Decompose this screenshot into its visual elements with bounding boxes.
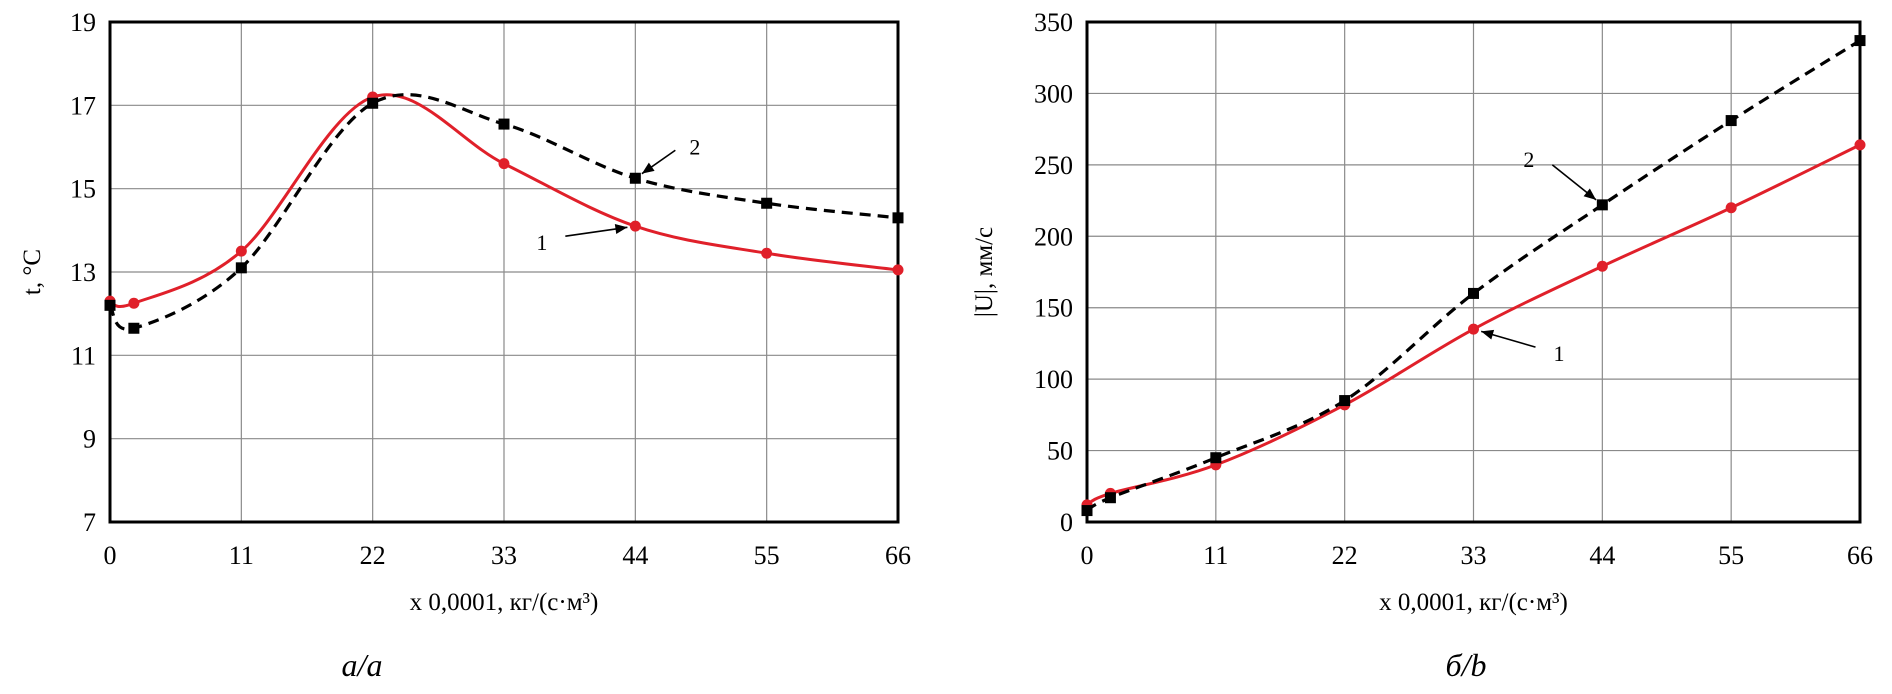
series-2-line — [108, 93, 899, 331]
series-1-point — [1468, 323, 1479, 335]
x-tick-label: 11 — [1203, 541, 1228, 570]
y-tick-label: 150 — [1034, 294, 1073, 323]
x-tick-label: 22 — [360, 541, 386, 570]
plot-frame — [1085, 20, 1862, 524]
x-tick-label: 44 — [622, 541, 648, 570]
y-tick-label: 13 — [70, 258, 96, 287]
annotation-label: 2 — [1523, 147, 1534, 172]
chart-2: 0 11 22 33 44 55 66 0 50 100 150 200 250 300 350 x 0,00… — [971, 8, 1873, 683]
series-1-point — [1854, 139, 1866, 151]
x-tick-label: 55 — [754, 541, 780, 570]
y-tick-label: 100 — [1034, 365, 1073, 394]
series-2-point — [1725, 115, 1737, 127]
y-tick-label: 250 — [1034, 151, 1073, 180]
x-tick-label: 33 — [491, 541, 517, 570]
series-2-point — [629, 172, 641, 184]
annotation-arrowhead — [614, 224, 628, 234]
x-tick-label: 0 — [1081, 541, 1094, 570]
y-tick-label: 11 — [71, 341, 96, 370]
x-tick-label: 66 — [1847, 541, 1873, 570]
x-tick-label: 66 — [885, 541, 911, 570]
x-axis-label: x 0,0001, кг/(с·м³) — [1379, 589, 1568, 616]
series-1-line — [1086, 143, 1861, 507]
series-2-point — [104, 299, 116, 311]
x-tick-label: 55 — [1718, 541, 1744, 570]
y-tick-label: 200 — [1034, 222, 1073, 251]
series-2-point — [1596, 199, 1608, 211]
y-tick-label: 350 — [1034, 8, 1073, 37]
series-1-point — [235, 245, 247, 257]
series-1-point — [629, 220, 641, 232]
y-tick-label: 19 — [70, 8, 96, 37]
annotation-label: 2 — [689, 134, 700, 159]
series-2-point — [1081, 505, 1093, 517]
series-2-point — [1339, 395, 1351, 407]
series-2-point — [1104, 492, 1116, 504]
series-1-point — [128, 297, 140, 309]
x-tick-label: 33 — [1461, 541, 1487, 570]
series-1-point — [1596, 260, 1608, 272]
x-axis-label: x 0,0001, кг/(с·м³) — [410, 589, 599, 616]
series-2-point — [367, 97, 379, 109]
series-2-point — [761, 197, 773, 209]
series-2-point — [892, 212, 904, 224]
x-tick-label: 22 — [1332, 541, 1358, 570]
x-tick-label: 0 — [104, 541, 117, 570]
series-1-point — [1725, 202, 1737, 214]
x-tick-label: 11 — [229, 541, 254, 570]
y-tick-label: 17 — [70, 91, 96, 120]
chart-1: 0 11 22 33 44 55 66 7 9 11 13 15 17 19 x 0,0001, кг/(с… — [19, 8, 911, 683]
x-tick-label: 44 — [1589, 541, 1615, 570]
series-2-point — [1210, 452, 1222, 464]
y-tick-label: 300 — [1034, 79, 1073, 108]
y-tick-label: 50 — [1047, 437, 1073, 466]
y-axis-label: t, °C — [19, 249, 46, 295]
series-2-point — [1854, 35, 1866, 47]
chart-caption: б/b — [1446, 647, 1487, 683]
annotation-arrowhead — [1481, 329, 1495, 340]
y-tick-label: 15 — [70, 175, 96, 204]
series-2-point — [1468, 287, 1479, 299]
y-tick-label: 9 — [83, 425, 96, 454]
series-1-line — [109, 93, 899, 308]
series-2-point — [498, 118, 510, 130]
series-1-point — [892, 264, 904, 276]
series-2-point — [235, 262, 247, 274]
y-tick-label: 0 — [1060, 508, 1073, 537]
chart-caption: a/a — [342, 647, 383, 683]
annotation-label: 1 — [536, 230, 547, 255]
series-2-point — [128, 322, 140, 334]
annotation-label: 1 — [1554, 341, 1565, 366]
series-1-point — [761, 247, 773, 259]
y-axis-label: |U|, мм/с — [971, 227, 998, 317]
annotation-arrowhead — [641, 162, 655, 174]
annotation-arrowhead — [1583, 188, 1597, 200]
series-1-point — [498, 158, 510, 170]
y-tick-label: 7 — [83, 508, 96, 537]
